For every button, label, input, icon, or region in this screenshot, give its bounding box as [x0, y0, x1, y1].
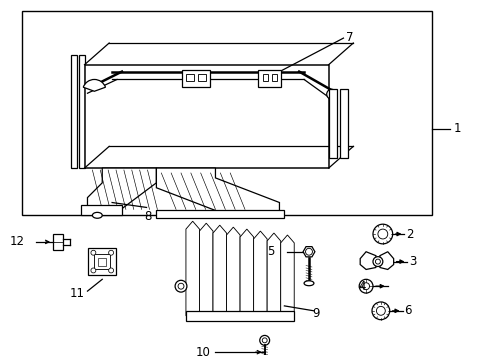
- Text: 5: 5: [267, 245, 274, 258]
- Bar: [78, 55, 85, 168]
- Circle shape: [109, 268, 114, 273]
- Text: 2: 2: [407, 228, 414, 240]
- Text: 9: 9: [312, 307, 319, 320]
- Bar: [95, 254, 110, 270]
- Polygon shape: [186, 221, 199, 316]
- Polygon shape: [360, 252, 376, 270]
- Circle shape: [175, 280, 187, 292]
- Text: 11: 11: [70, 287, 85, 300]
- Ellipse shape: [304, 281, 314, 286]
- Bar: [156, 210, 284, 218]
- Circle shape: [109, 250, 114, 255]
- Circle shape: [363, 283, 369, 290]
- Circle shape: [327, 89, 337, 99]
- Circle shape: [260, 336, 270, 345]
- Bar: [85, 65, 329, 168]
- Bar: [329, 89, 337, 158]
- Text: 3: 3: [410, 255, 417, 268]
- Bar: [341, 89, 348, 158]
- Polygon shape: [156, 168, 279, 212]
- Circle shape: [378, 229, 388, 239]
- Polygon shape: [267, 233, 281, 316]
- Circle shape: [376, 306, 385, 315]
- Bar: [186, 311, 294, 321]
- Polygon shape: [88, 168, 156, 212]
- Circle shape: [91, 268, 96, 273]
- Bar: [53, 234, 63, 250]
- Bar: [258, 69, 281, 87]
- Wedge shape: [83, 80, 105, 91]
- Text: 4: 4: [359, 280, 366, 293]
- Text: 6: 6: [404, 304, 412, 317]
- Bar: [71, 55, 76, 168]
- Bar: [198, 73, 206, 81]
- Bar: [98, 258, 106, 266]
- Bar: [182, 69, 210, 87]
- Circle shape: [373, 257, 383, 266]
- Polygon shape: [226, 227, 240, 316]
- Circle shape: [91, 250, 96, 255]
- Circle shape: [306, 248, 313, 255]
- Text: 1: 1: [454, 122, 461, 135]
- Polygon shape: [213, 225, 226, 316]
- Polygon shape: [303, 247, 315, 257]
- Circle shape: [372, 302, 390, 320]
- Circle shape: [359, 279, 373, 293]
- Text: 10: 10: [196, 346, 211, 359]
- Ellipse shape: [93, 212, 102, 218]
- Bar: [22, 10, 432, 215]
- Circle shape: [178, 283, 184, 289]
- Polygon shape: [199, 223, 213, 316]
- Text: 12: 12: [9, 235, 24, 248]
- Polygon shape: [254, 231, 267, 316]
- Circle shape: [373, 224, 392, 244]
- Text: 8: 8: [145, 210, 152, 224]
- Text: 7: 7: [346, 31, 354, 44]
- Circle shape: [375, 259, 380, 264]
- Polygon shape: [281, 235, 294, 316]
- Bar: [186, 73, 194, 81]
- Bar: [263, 73, 268, 81]
- Bar: [80, 206, 122, 215]
- Polygon shape: [380, 252, 393, 270]
- Polygon shape: [240, 229, 254, 316]
- Circle shape: [262, 338, 267, 343]
- Bar: [89, 248, 116, 275]
- Bar: [271, 73, 276, 81]
